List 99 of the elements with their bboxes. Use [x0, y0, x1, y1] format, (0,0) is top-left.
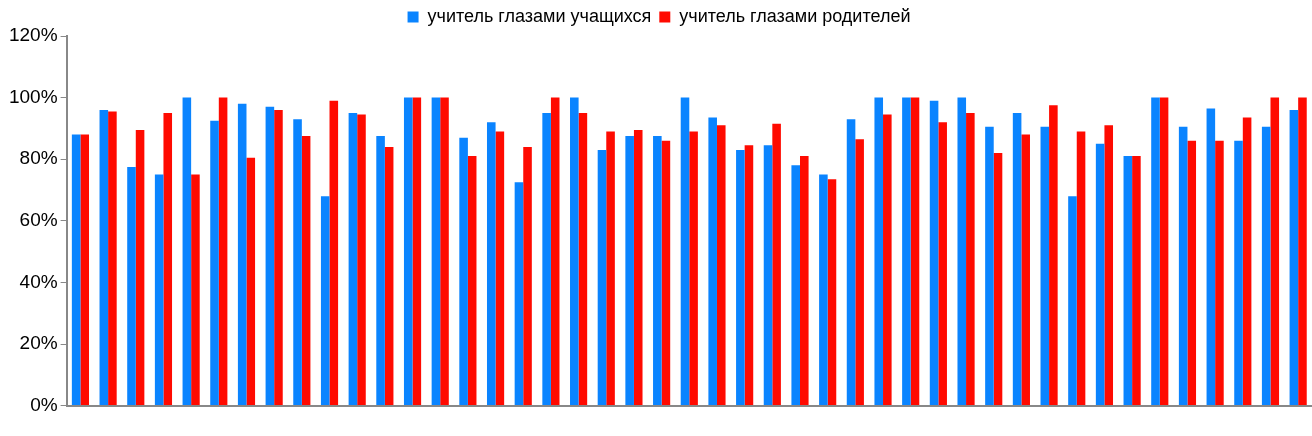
bar [467, 156, 477, 406]
bar [744, 145, 754, 406]
y-tick-label: 120% [8, 24, 58, 46]
bar [182, 97, 192, 406]
bar [80, 134, 90, 406]
bar [680, 97, 690, 406]
bar [633, 129, 643, 406]
bar [431, 97, 441, 406]
bar [827, 179, 837, 406]
bar [127, 166, 136, 406]
bar [597, 149, 607, 406]
bar [653, 136, 662, 406]
bar [929, 100, 939, 406]
bar [1049, 105, 1058, 406]
bar [412, 97, 422, 406]
bar [329, 100, 339, 406]
bar [108, 111, 117, 406]
bar [1178, 126, 1188, 406]
bar [210, 120, 219, 406]
bar [274, 109, 283, 406]
bar [993, 153, 1003, 406]
bar [376, 136, 385, 406]
bar [1068, 196, 1077, 406]
bar [301, 136, 311, 406]
bar [1123, 156, 1133, 406]
bar [459, 137, 468, 406]
bar [570, 97, 579, 406]
bar [625, 136, 634, 406]
bar [1095, 143, 1105, 406]
bar [1076, 131, 1086, 406]
bar [846, 119, 856, 406]
bar [1261, 126, 1271, 406]
y-tick-label: 80% [19, 147, 58, 169]
bar [265, 106, 275, 406]
bar [1298, 97, 1307, 406]
bar [440, 97, 449, 406]
bar [763, 145, 773, 406]
bar [1151, 97, 1160, 406]
bar [495, 131, 505, 406]
y-tick-label: 60% [19, 209, 58, 231]
y-tick-label: 0% [30, 393, 58, 415]
bar [357, 114, 366, 406]
bar [708, 117, 717, 406]
bar [772, 123, 781, 406]
bar [384, 146, 394, 406]
bar [1270, 97, 1280, 406]
bar [1132, 156, 1141, 406]
bar [514, 182, 524, 406]
bar [938, 122, 947, 406]
bar [1159, 97, 1169, 406]
bar [218, 97, 228, 406]
bar [246, 157, 256, 406]
bar [550, 97, 560, 406]
bar [1215, 140, 1224, 406]
bar [523, 146, 532, 406]
bar [883, 114, 892, 406]
bar [1012, 113, 1022, 406]
bar [1289, 109, 1299, 406]
bar [957, 97, 967, 406]
bar [71, 134, 81, 406]
bar [736, 149, 745, 406]
bar [348, 113, 358, 406]
bar [661, 140, 671, 406]
bar [320, 196, 330, 406]
y-tick-label: 20% [19, 332, 58, 354]
bar [1104, 125, 1114, 406]
bar [855, 139, 864, 406]
bar [689, 131, 698, 406]
bar [1234, 140, 1243, 406]
bar [1021, 134, 1030, 406]
bar [716, 125, 726, 406]
bar [542, 113, 551, 406]
bar [902, 97, 911, 406]
y-tick-label: 100% [8, 85, 58, 107]
legend-label: учитель глазами учащихся [427, 5, 652, 26]
bar [293, 119, 302, 406]
bar [1187, 140, 1197, 406]
bar [154, 174, 164, 406]
bar [874, 97, 884, 406]
bar [606, 131, 615, 406]
bar [910, 97, 920, 406]
bar [966, 113, 975, 406]
bar [800, 156, 809, 406]
bar [99, 109, 109, 406]
bar [163, 113, 173, 406]
bar [135, 129, 145, 406]
bar [191, 174, 200, 406]
bar [1040, 126, 1050, 406]
bar [237, 103, 247, 406]
bar [791, 165, 800, 406]
bar [819, 174, 828, 406]
bar [1206, 108, 1216, 406]
bar [985, 126, 994, 406]
bar [578, 113, 588, 406]
bar [486, 122, 496, 406]
y-tick-label: 40% [19, 270, 58, 292]
legend-label: учитель глазами родителей [679, 5, 911, 26]
bar [1242, 117, 1252, 406]
bar [403, 97, 413, 406]
